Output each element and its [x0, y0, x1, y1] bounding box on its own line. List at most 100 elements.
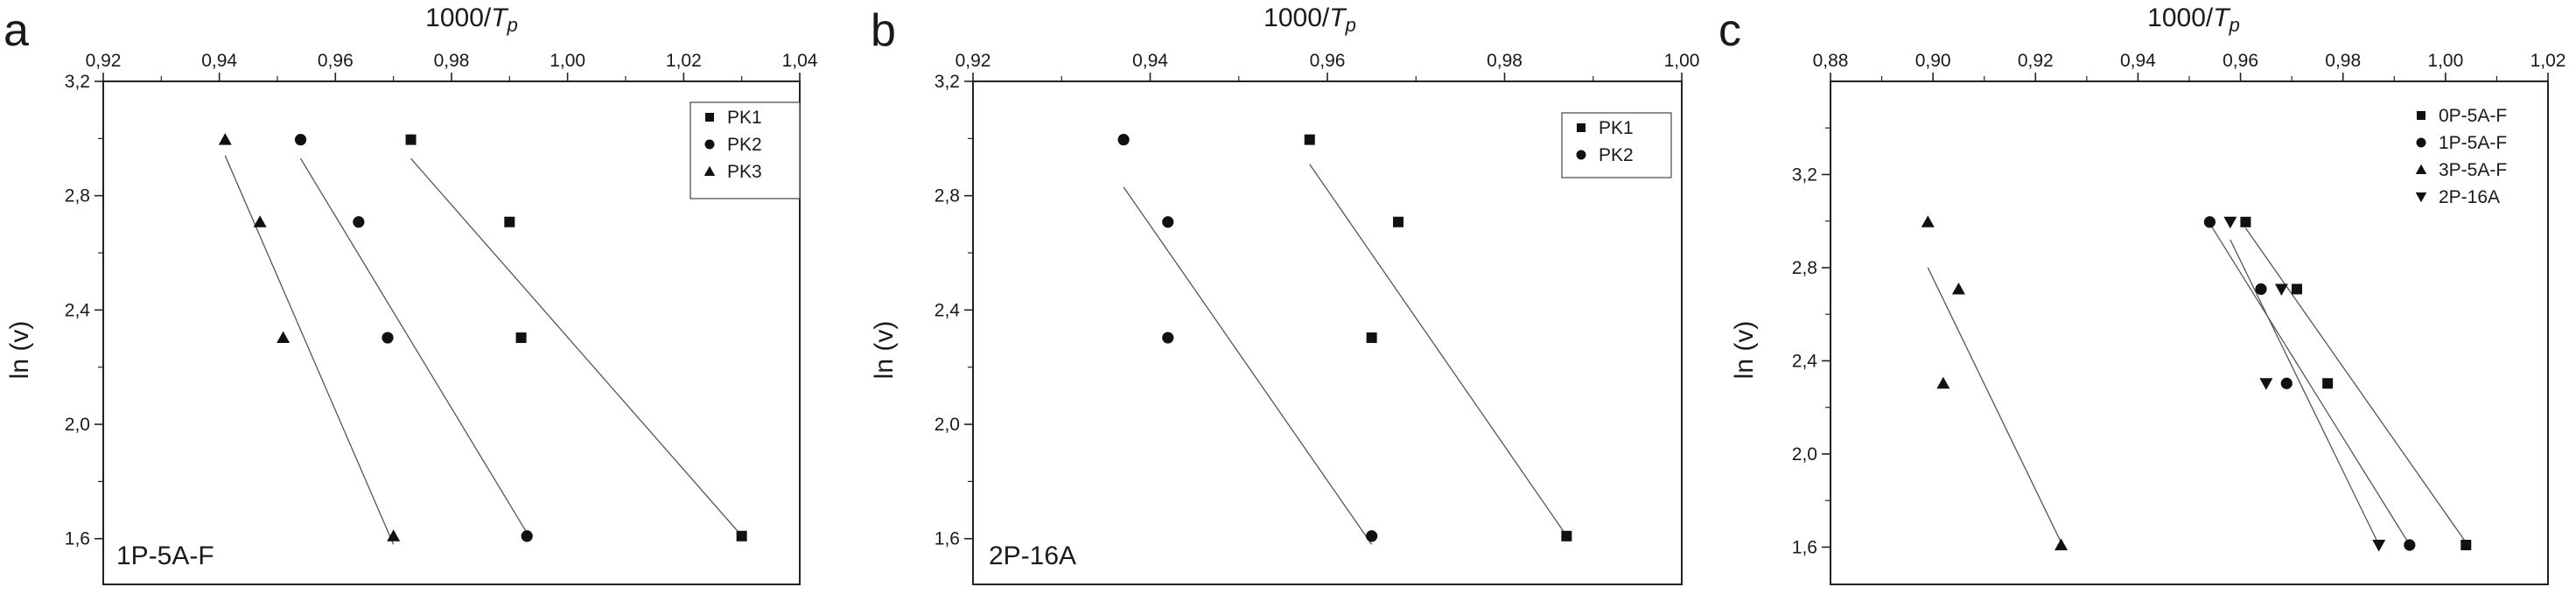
y-tick-label: 1,6 — [65, 529, 90, 549]
y-axis-title-b: ln (v) — [870, 321, 899, 380]
y-tick-label: 3,2 — [1792, 164, 1817, 185]
markers-c — [1921, 215, 2472, 552]
legend-marker — [704, 139, 715, 150]
data-point — [2255, 283, 2267, 296]
data-point — [515, 332, 527, 344]
data-point — [382, 332, 394, 344]
legend-marker — [1576, 150, 1586, 160]
data-point — [2372, 540, 2386, 552]
panel-b: b 1000/Tp ln (v) 0,92 0,94 0,96 0,98 1,00 1,… — [870, 3, 1700, 585]
data-point — [2054, 538, 2068, 551]
x-axis-title-c: 1000/Tp — [2147, 3, 2240, 36]
data-point — [387, 529, 401, 542]
x-tick-label: 0,94 — [2120, 51, 2156, 71]
y-axis-title-c: ln (v) — [1730, 321, 1759, 380]
data-point — [2240, 216, 2251, 227]
legend-label: 2P-16A — [2439, 187, 2500, 207]
fit-lines-c — [1927, 223, 2467, 546]
x-tick-label: 1,04 — [782, 51, 818, 71]
data-point — [2322, 378, 2334, 389]
legend-marker — [2416, 137, 2426, 148]
data-point — [294, 134, 307, 146]
fit-lines-a — [224, 155, 743, 545]
x-tick-label: 0,92 — [86, 51, 122, 71]
legend-marker — [704, 165, 716, 176]
panel-a: a 1000/Tp ln (v) 0,92 0,94 0,96 0,98 1,00 1,0… — [4, 3, 818, 585]
plot-frame-c — [1830, 80, 2549, 585]
data-point — [504, 216, 515, 227]
y-ticks-c: 1,6 2,0 2,4 2,8 3,2 — [1792, 127, 1830, 557]
x-tick-label: 0,98 — [2325, 51, 2361, 71]
x-axis-title-sub: p — [1345, 14, 1356, 36]
data-point — [2223, 216, 2237, 229]
panel-letter-a: a — [4, 5, 29, 56]
y-tick-label: 3,2 — [65, 72, 90, 92]
data-point — [353, 216, 365, 228]
y-tick-label: 2,8 — [934, 186, 960, 206]
y-tick-label: 2,0 — [65, 415, 90, 435]
x-tick-label: 0,98 — [1487, 51, 1522, 71]
x-axis-title-main: 1000/ — [425, 3, 492, 32]
x-axis-title-b: 1000/Tp — [1264, 3, 1356, 36]
data-point — [405, 134, 416, 145]
fit-line — [299, 157, 528, 534]
legend-marker — [2415, 164, 2427, 174]
legend-label: PK2 — [727, 135, 762, 155]
x-tick-label: 1,02 — [2530, 51, 2566, 71]
y-tick-label: 2,0 — [1792, 444, 1817, 465]
y-tick-label: 2,8 — [65, 186, 90, 206]
legend-label: 3P-5A-F — [2439, 160, 2507, 180]
y-axis-title-a: ln (v) — [5, 321, 34, 380]
markers-b — [1117, 134, 1572, 542]
legend-label: PK1 — [727, 108, 762, 128]
legend-label: 1P-5A-F — [2439, 133, 2507, 153]
fit-lines-b — [1123, 164, 1567, 545]
data-point — [1393, 216, 1404, 227]
fit-line — [224, 155, 395, 545]
y-tick-label: 1,6 — [934, 529, 960, 549]
y-ticks-a: 1,6 2,0 2,4 2,8 3,2 — [65, 72, 103, 549]
data-point — [1304, 134, 1315, 145]
legend-label: 0P-5A-F — [2439, 106, 2507, 126]
x-axis-title-main: 1000/ — [1264, 3, 1330, 32]
y-tick-label: 2,4 — [934, 300, 961, 320]
x-tick-label: 0,90 — [1915, 51, 1951, 71]
x-axis-title-italic: T — [1329, 3, 1348, 32]
x-ticks-a: 0,92 0,94 0,96 0,98 1,00 1,02 1,04 — [86, 51, 818, 81]
data-point — [218, 133, 232, 145]
x-tick-label: 0,92 — [2018, 51, 2054, 71]
x-tick-label: 0,88 — [1813, 51, 1849, 71]
x-axis-title-italic: T — [491, 3, 509, 32]
fit-line — [2208, 223, 2411, 546]
x-tick-label: 0,96 — [2222, 51, 2258, 71]
x-tick-label: 1,00 — [550, 51, 585, 71]
x-ticks-b: 0,92 0,94 0,96 0,98 1,00 — [956, 51, 1700, 81]
fit-line — [2244, 227, 2467, 543]
data-point — [521, 530, 533, 542]
x-axis-title-a: 1000/Tp — [425, 3, 518, 36]
x-tick-label: 1,02 — [666, 51, 702, 71]
fit-line — [410, 157, 743, 536]
data-point — [253, 215, 267, 227]
fit-line — [1309, 164, 1567, 536]
y-tick-label: 2,4 — [65, 300, 91, 320]
x-tick-label: 0,94 — [201, 51, 237, 71]
legend-label: PK2 — [1599, 145, 1634, 165]
data-point — [1162, 216, 1174, 228]
data-point — [1366, 332, 1377, 344]
x-axis-title-sub: p — [2229, 14, 2240, 36]
x-tick-label: 1,00 — [1664, 51, 1700, 71]
x-tick-label: 0,96 — [1310, 51, 1346, 71]
data-point — [2280, 377, 2292, 389]
x-tick-label: 0,92 — [956, 51, 991, 71]
legend-label: PK3 — [727, 162, 762, 182]
x-tick-label: 0,96 — [318, 51, 354, 71]
data-point — [1561, 530, 1572, 542]
fit-line — [1123, 186, 1373, 545]
y-tick-label: 3,2 — [934, 72, 960, 92]
y-tick-label: 2,4 — [1792, 351, 1818, 371]
legend-marker — [2415, 192, 2427, 203]
y-tick-label: 2,0 — [934, 415, 960, 435]
